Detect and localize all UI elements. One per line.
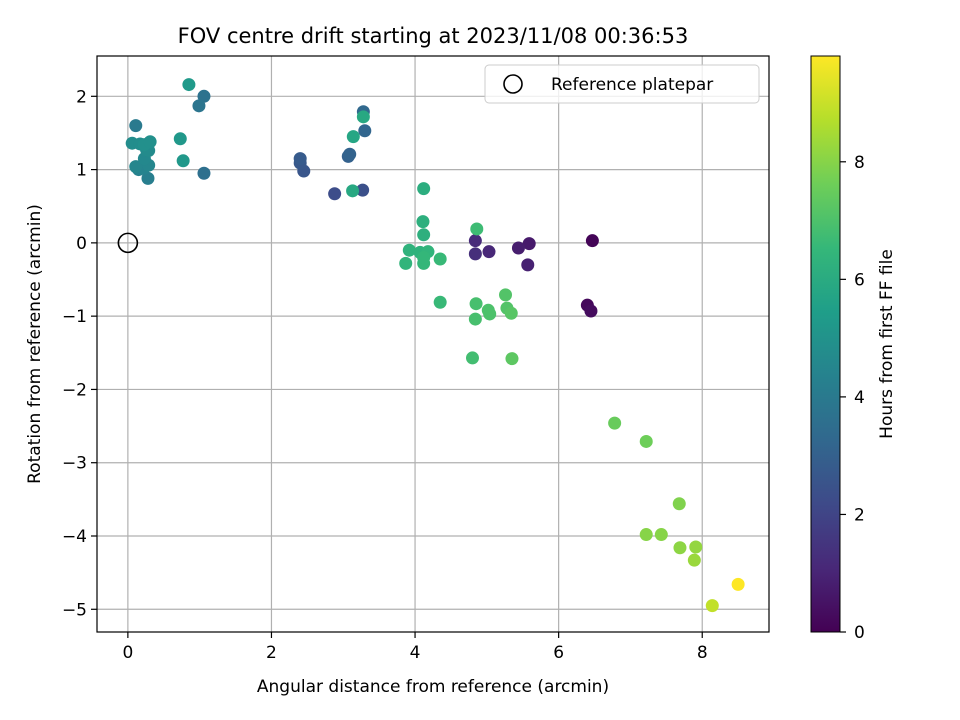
data-point: [417, 228, 431, 242]
data-point: [673, 541, 687, 555]
y-tick-label: −4: [62, 527, 87, 547]
data-point: [417, 182, 431, 196]
data-point: [499, 288, 513, 302]
data-point: [469, 297, 483, 311]
x-tick-label: 6: [553, 643, 564, 663]
data-point: [182, 78, 196, 92]
plot-area: [97, 56, 769, 632]
x-axis-ticks: 0 2 4 6 8: [122, 632, 708, 663]
y-tick-label: 1: [76, 161, 87, 181]
colorbar-tick-label: 4: [854, 388, 865, 408]
data-point: [639, 434, 653, 448]
x-axis-label: Angular distance from reference (arcmin): [257, 677, 609, 697]
data-point: [705, 599, 719, 613]
data-point: [521, 258, 535, 272]
colorbar-tick-label: 0: [854, 623, 865, 643]
data-point: [731, 577, 745, 591]
data-point: [505, 352, 519, 366]
legend-box: [484, 64, 760, 104]
data-point: [654, 528, 668, 542]
data-point: [687, 553, 701, 567]
y-tick-label: 0: [76, 234, 87, 254]
y-tick-label: −2: [62, 380, 87, 400]
x-tick-label: 2: [266, 643, 277, 663]
y-axis-ticks: −5 −4 −3 −2 −1 0 1 2: [62, 87, 97, 620]
y-tick-label: −1: [62, 307, 87, 327]
colorbar-tick-label: 8: [854, 153, 865, 173]
data-point: [417, 251, 431, 265]
data-point: [356, 183, 370, 197]
x-tick-label: 0: [122, 643, 133, 663]
data-point: [482, 245, 496, 259]
chart-title: FOV centre drift starting at 2023/11/08 …: [178, 24, 689, 48]
legend-reference-marker: [503, 74, 523, 94]
data-points: [125, 78, 745, 613]
data-point: [504, 306, 518, 320]
data-point: [293, 152, 307, 166]
data-point: [173, 132, 187, 146]
data-point: [416, 215, 430, 229]
data-point: [468, 312, 482, 326]
data-point: [356, 110, 370, 124]
data-point: [465, 351, 479, 365]
data-point: [143, 135, 157, 149]
data-point: [328, 187, 342, 201]
data-point: [483, 307, 497, 321]
legend-entry-reference-platepar: Reference platepar: [551, 75, 713, 95]
colorbar-tick-label: 2: [854, 505, 865, 525]
data-point: [522, 237, 536, 251]
y-tick-label: −5: [62, 600, 87, 620]
data-point: [468, 247, 482, 261]
data-point: [399, 256, 413, 270]
reference-platepar-point: [117, 232, 139, 254]
colorbar-label: Hours from first FF file: [877, 249, 897, 439]
data-point: [608, 416, 622, 430]
data-point: [585, 234, 599, 248]
y-tick-label: 2: [76, 87, 87, 107]
data-point: [689, 540, 703, 554]
data-point: [141, 171, 155, 185]
data-point: [511, 241, 525, 255]
data-point: [402, 243, 416, 257]
data-point: [468, 234, 482, 248]
data-point: [433, 252, 447, 266]
y-axis-label: Rotation from reference (arcmin): [25, 204, 45, 484]
data-point: [129, 119, 143, 133]
data-point: [343, 147, 357, 161]
data-point: [584, 304, 598, 318]
colorbar: [810, 55, 841, 633]
data-point: [433, 295, 447, 309]
reference-marker: [117, 232, 139, 254]
data-point: [672, 497, 686, 511]
grid-lines: [97, 56, 769, 632]
data-point: [346, 184, 360, 198]
data-point: [197, 166, 211, 180]
data-point: [346, 130, 360, 144]
data-point: [470, 222, 484, 236]
data-point: [129, 160, 143, 174]
data-point: [639, 528, 653, 542]
x-tick-label: 4: [410, 643, 421, 663]
plot-frame: [96, 55, 770, 633]
colorbar-tick-label: 6: [854, 270, 865, 290]
data-point: [358, 124, 372, 138]
y-tick-label: −3: [62, 454, 87, 474]
data-point: [192, 99, 206, 113]
data-point: [197, 89, 211, 103]
legend: Reference platepar: [484, 64, 760, 104]
data-point: [176, 154, 190, 168]
colorbar-ticks: 0 2 4 6 8: [840, 153, 865, 643]
x-tick-label: 8: [697, 643, 708, 663]
